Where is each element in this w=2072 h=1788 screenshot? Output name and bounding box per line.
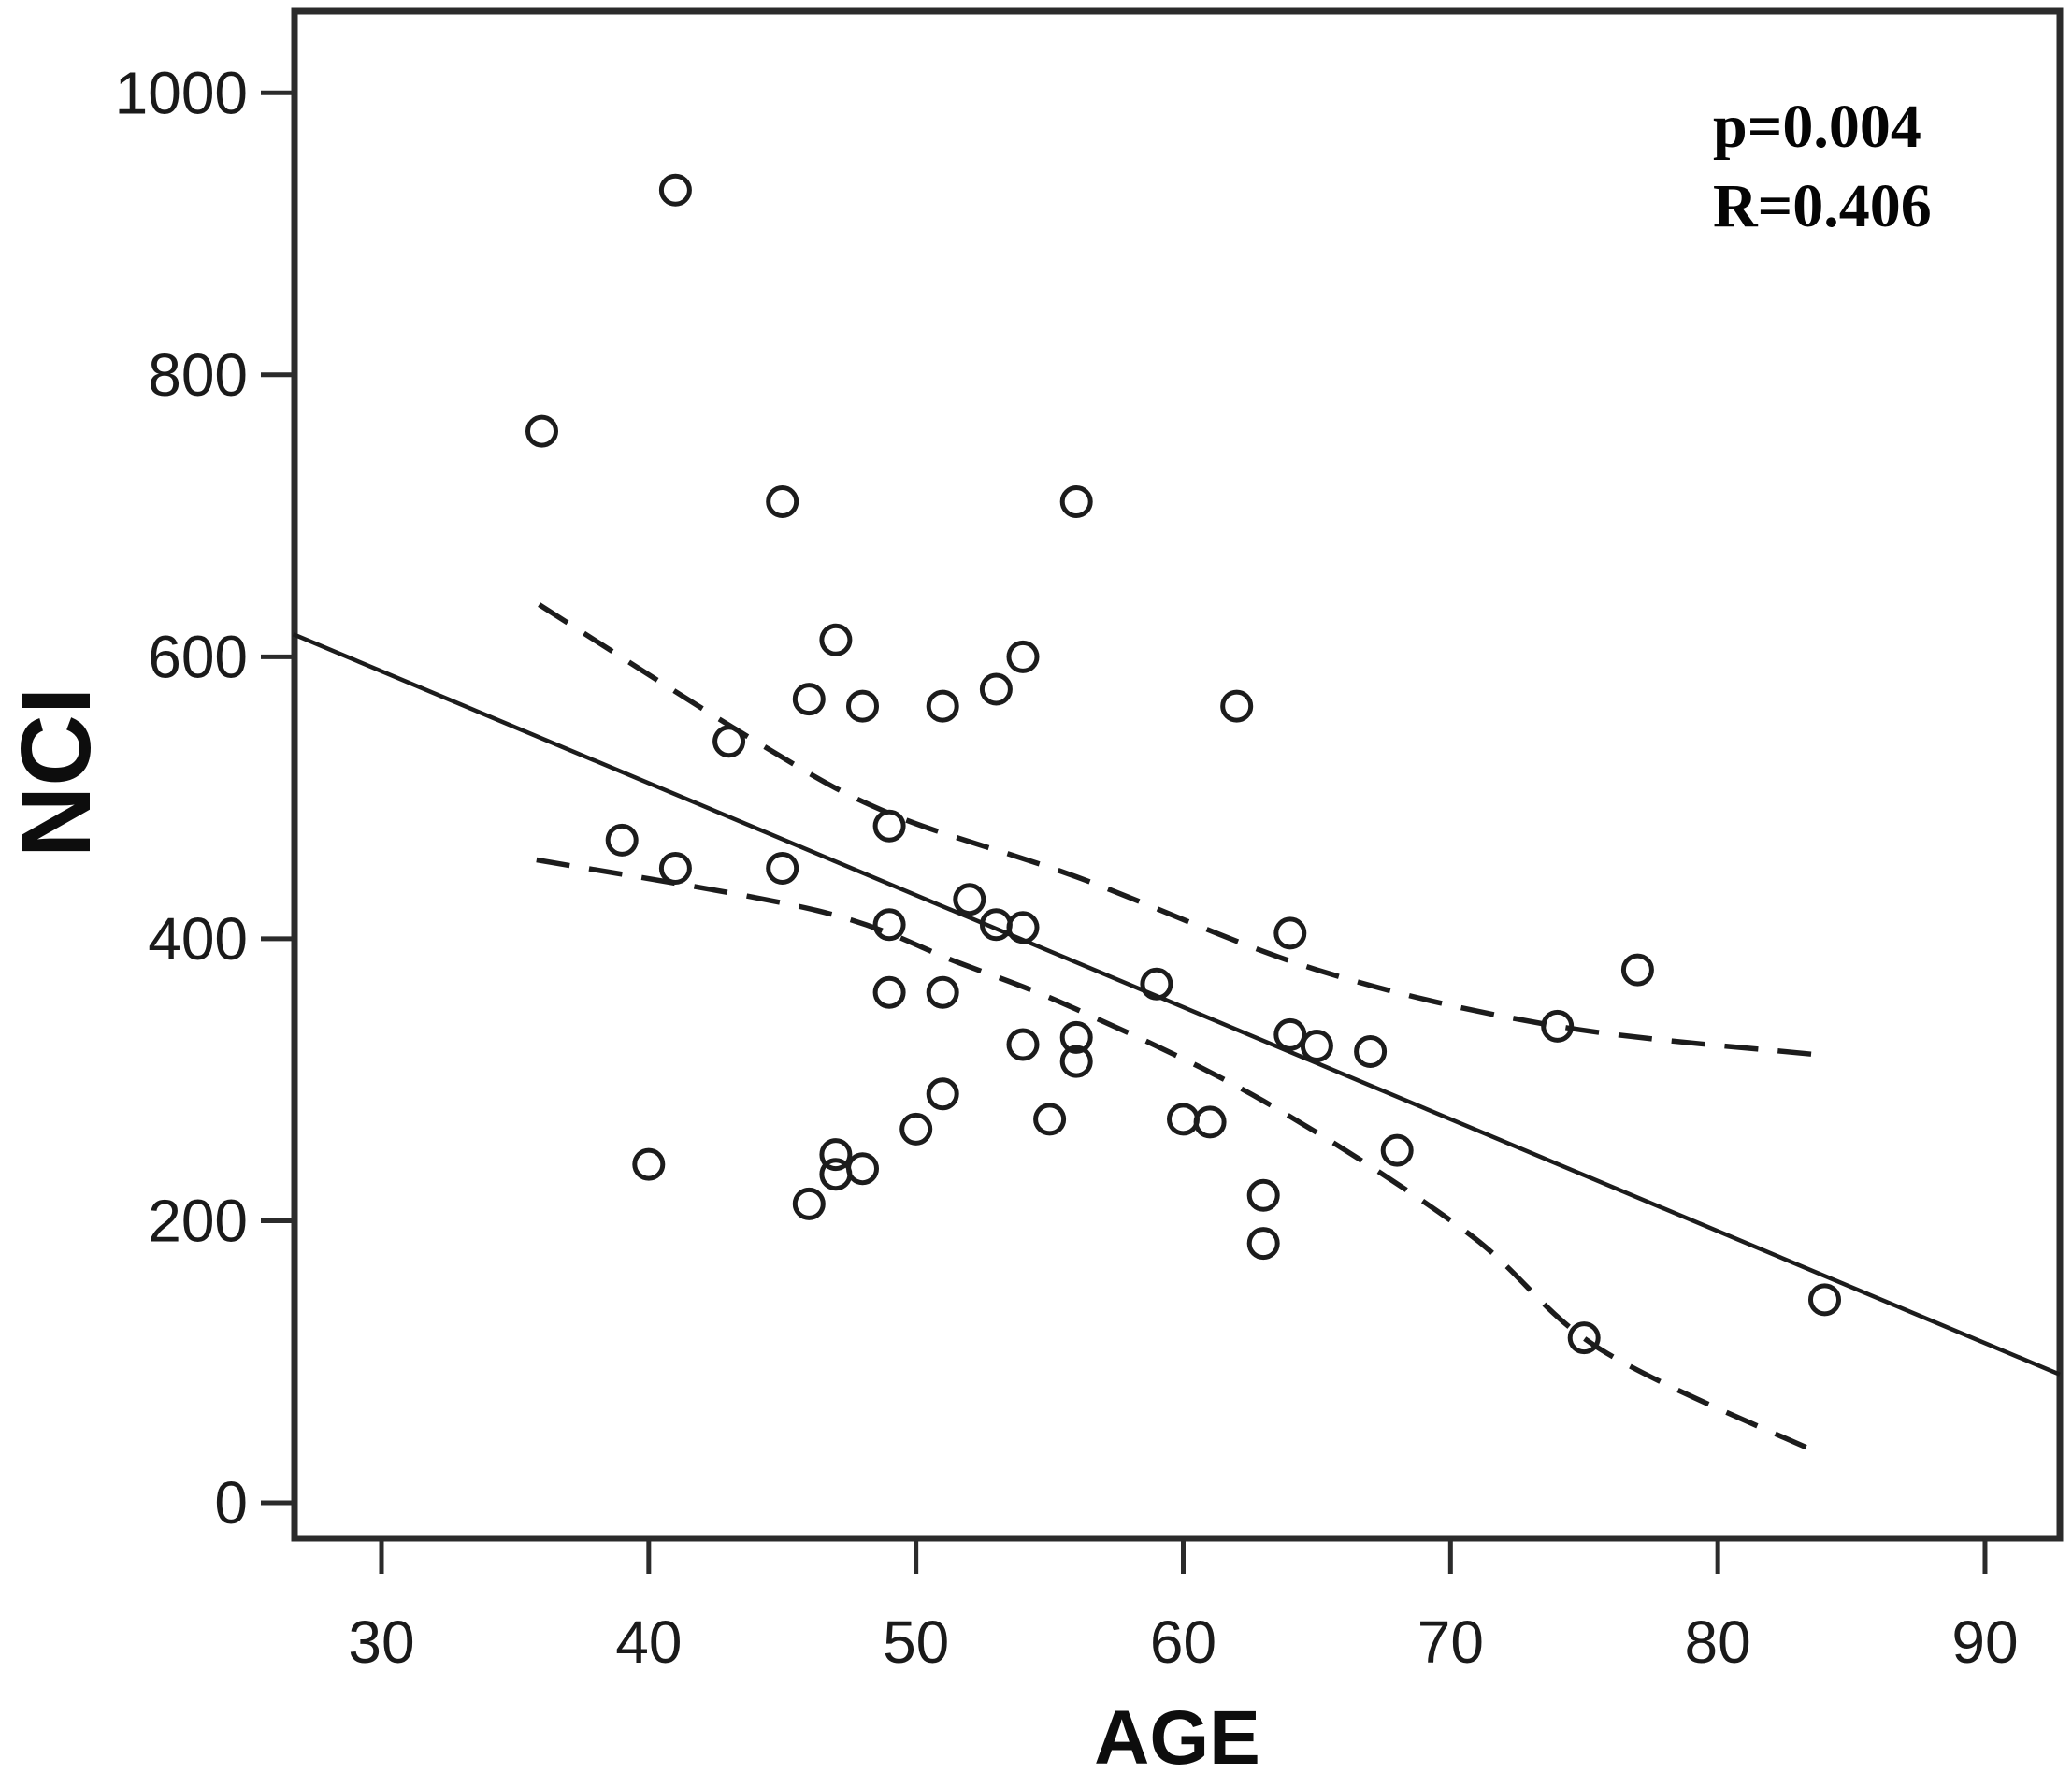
y-tick-label: 1000	[115, 59, 248, 126]
r-value-label: R=0.406	[1713, 172, 1932, 240]
y-axis-ticks: 1000 800 600 400 200 0	[115, 59, 295, 1536]
data-point	[1006, 911, 1040, 944]
fit-line	[292, 632, 2061, 1377]
data-point	[1059, 485, 1093, 518]
y-tick-label: 0	[214, 1469, 248, 1536]
data-point	[766, 852, 799, 885]
x-tick-label: 40	[615, 1608, 682, 1676]
data-point	[1620, 953, 1654, 987]
data-point	[1354, 1035, 1388, 1068]
plot-border	[291, 7, 2064, 1542]
data-point	[819, 623, 853, 656]
x-axis-title: AGE	[1094, 1695, 1260, 1781]
x-tick-label: 90	[1951, 1608, 2018, 1676]
data-points	[525, 173, 1841, 1355]
data-point	[1059, 1020, 1093, 1054]
data-point	[1059, 1045, 1093, 1078]
stats-annotation: p=0.004 R=0.406	[1713, 93, 1932, 240]
data-point	[1808, 1283, 1841, 1317]
regression-line	[292, 632, 2061, 1377]
y-tick-label: 800	[148, 341, 248, 409]
data-point	[899, 1112, 933, 1146]
data-point	[1193, 1105, 1227, 1139]
x-tick-label: 30	[348, 1608, 414, 1676]
data-point	[605, 823, 639, 857]
data-point	[1246, 1227, 1280, 1261]
data-point	[953, 883, 986, 916]
x-tick-label: 60	[1150, 1608, 1216, 1676]
data-point	[1541, 1009, 1575, 1043]
data-point	[1273, 916, 1307, 950]
confidence-interval-curves	[536, 602, 1820, 1456]
data-point	[658, 173, 692, 207]
data-point	[792, 683, 826, 716]
y-axis-title: NCI	[1, 687, 111, 858]
x-tick-label: 50	[883, 1608, 949, 1676]
data-point	[525, 414, 558, 448]
data-point	[926, 975, 959, 1009]
x-tick-label: 70	[1417, 1608, 1484, 1676]
data-point	[979, 672, 1013, 706]
data-point	[1220, 689, 1254, 723]
data-point	[1273, 1017, 1307, 1051]
data-point	[1006, 1028, 1040, 1061]
data-point	[1246, 1178, 1280, 1212]
data-point	[872, 908, 906, 942]
data-point	[819, 1158, 853, 1191]
data-point	[872, 809, 906, 843]
data-point	[1006, 640, 1040, 673]
data-point	[766, 485, 799, 518]
y-tick-label: 200	[148, 1187, 248, 1254]
data-point	[1380, 1133, 1414, 1167]
data-point	[1567, 1321, 1601, 1355]
data-point	[632, 1147, 666, 1181]
data-point	[926, 689, 959, 723]
data-point	[792, 1187, 826, 1220]
data-point	[658, 852, 692, 885]
data-point	[1300, 1030, 1333, 1062]
data-point	[819, 1138, 853, 1172]
ci-lower-curve	[536, 857, 1820, 1456]
data-point	[846, 689, 879, 723]
x-tick-label: 80	[1685, 1608, 1751, 1676]
x-axis-ticks: 30 40 50 60 70 80 90	[348, 1538, 2019, 1676]
data-point	[1140, 967, 1173, 1001]
y-tick-label: 400	[148, 905, 248, 973]
data-point	[712, 725, 746, 758]
y-tick-label: 600	[148, 623, 248, 690]
data-point	[872, 975, 906, 1009]
p-value-label: p=0.004	[1713, 93, 1921, 161]
data-point	[926, 1077, 959, 1111]
data-point	[1033, 1103, 1067, 1136]
